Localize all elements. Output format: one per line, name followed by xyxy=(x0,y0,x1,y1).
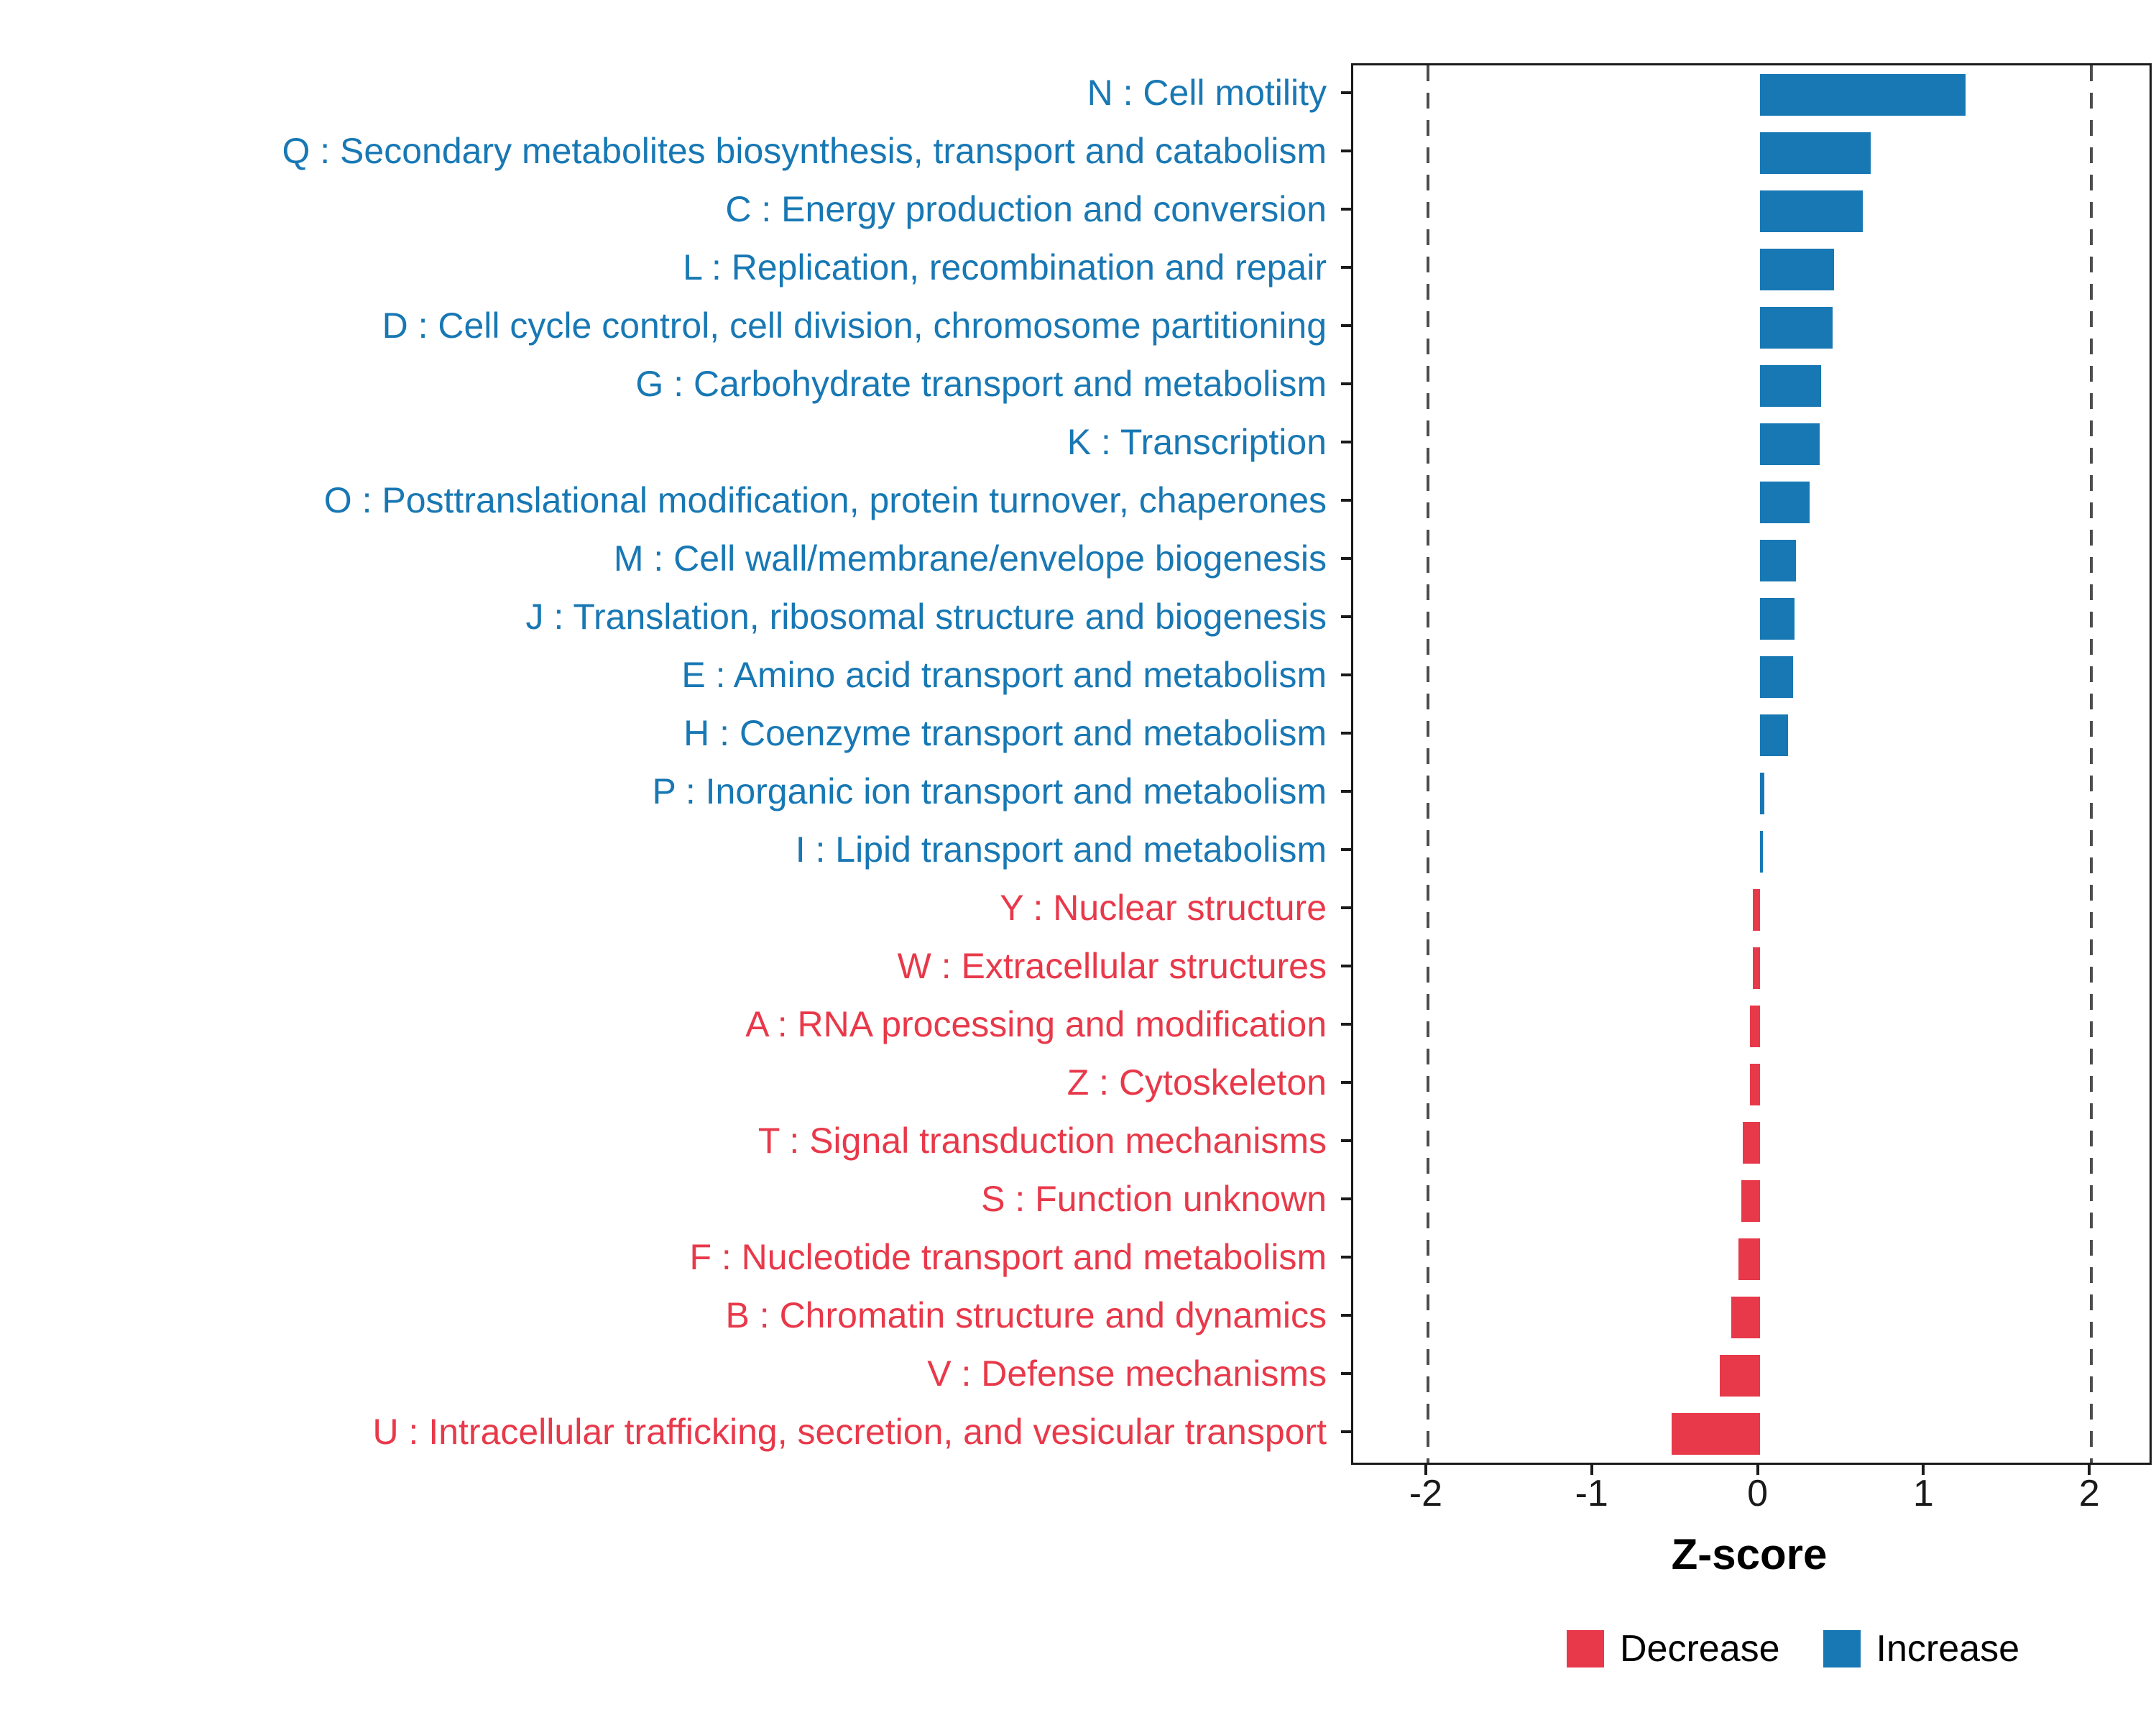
category-label: G : Carbohydrate transport and metabolis… xyxy=(635,363,1327,404)
y-tick xyxy=(1341,1022,1351,1026)
category-label: K : Transcription xyxy=(1067,421,1327,462)
bar xyxy=(1749,1005,1760,1047)
y-tick xyxy=(1341,1313,1351,1317)
category-label: V : Defense mechanisms xyxy=(927,1353,1327,1394)
bar xyxy=(1731,1296,1760,1338)
plot-panel xyxy=(1351,63,2152,1465)
bar xyxy=(1759,190,1863,232)
y-tick xyxy=(1341,498,1351,502)
category-label: W : Extracellular structures xyxy=(897,945,1327,986)
y-tick xyxy=(1341,265,1351,269)
y-tick xyxy=(1341,440,1351,443)
y-tick xyxy=(1341,1197,1351,1200)
bar xyxy=(1759,364,1821,407)
bar xyxy=(1741,1179,1760,1222)
legend-label-decrease: Decrease xyxy=(1619,1628,1780,1670)
category-label: O : Posttranslational modification, prot… xyxy=(323,479,1327,520)
x-tick-label: -1 xyxy=(1575,1473,1608,1514)
x-tick-label: -2 xyxy=(1409,1473,1442,1514)
y-tick xyxy=(1341,382,1351,385)
category-label: F : Nucleotide transport and metabolism xyxy=(689,1236,1327,1277)
x-tick xyxy=(1756,1465,1759,1475)
category-label: H : Coenzyme transport and metabolism xyxy=(683,712,1327,753)
legend-item-increase: Increase xyxy=(1823,1630,2019,1668)
legend: Decrease Increase xyxy=(1566,1628,2019,1670)
x-tick-label: 2 xyxy=(2078,1473,2100,1514)
bar xyxy=(1759,830,1764,873)
category-label: I : Lipid transport and metabolism xyxy=(795,829,1327,870)
y-tick xyxy=(1341,323,1351,327)
y-tick xyxy=(1341,1080,1351,1084)
bar xyxy=(1759,481,1810,523)
x-tick xyxy=(1922,1465,1925,1475)
category-label: Q : Secondary metabolites biosynthesis, … xyxy=(282,130,1327,171)
category-label: N : Cell motility xyxy=(1087,72,1327,113)
category-label: E : Amino acid transport and metabolism xyxy=(681,654,1327,695)
increase-swatch-icon xyxy=(1823,1630,1861,1668)
bar xyxy=(1753,888,1760,931)
legend-item-decrease: Decrease xyxy=(1566,1628,1780,1670)
bar xyxy=(1759,714,1788,756)
bar xyxy=(1672,1412,1760,1455)
y-tick xyxy=(1341,1138,1351,1142)
category-label: T : Signal transduction mechanisms xyxy=(757,1120,1327,1161)
y-tick xyxy=(1341,1371,1351,1375)
y-tick xyxy=(1341,207,1351,211)
x-tick xyxy=(2088,1465,2091,1475)
category-label: S : Function unknown xyxy=(981,1178,1327,1219)
y-tick xyxy=(1341,1430,1351,1433)
dashed-reference-line xyxy=(1426,65,1429,1463)
dashed-reference-line xyxy=(2090,65,2093,1463)
bar xyxy=(1720,1354,1760,1397)
y-tick xyxy=(1341,149,1351,152)
bar xyxy=(1759,656,1793,698)
bar xyxy=(1759,597,1795,640)
bar xyxy=(1743,1121,1760,1164)
category-label: Z : Cytoskeleton xyxy=(1067,1062,1327,1103)
y-tick xyxy=(1341,556,1351,560)
y-tick xyxy=(1341,731,1351,735)
y-tick xyxy=(1341,847,1351,851)
category-label: A : RNA processing and modification xyxy=(745,1003,1327,1044)
y-tick xyxy=(1341,964,1351,967)
y-tick xyxy=(1341,1255,1351,1259)
bar xyxy=(1759,306,1833,349)
bar xyxy=(1759,423,1820,465)
category-label: M : Cell wall/membrane/envelope biogenes… xyxy=(613,538,1327,579)
category-label: Y : Nuclear structure xyxy=(1000,887,1327,928)
decrease-swatch-icon xyxy=(1566,1630,1604,1668)
category-label: U : Intracellular trafficking, secretion… xyxy=(372,1411,1327,1452)
y-tick xyxy=(1341,789,1351,793)
category-label: J : Translation, ribosomal structure and… xyxy=(525,596,1327,637)
bar xyxy=(1749,1063,1760,1105)
category-label: D : Cell cycle control, cell division, c… xyxy=(382,305,1327,346)
bar xyxy=(1759,73,1966,116)
bar xyxy=(1759,772,1765,814)
x-axis-title: Z-score xyxy=(1671,1530,1828,1578)
category-label: B : Chromatin structure and dynamics xyxy=(725,1294,1327,1335)
category-label: L : Replication, recombination and repai… xyxy=(683,247,1327,288)
legend-label-increase: Increase xyxy=(1876,1628,2019,1670)
y-tick xyxy=(1341,91,1351,94)
x-tick xyxy=(1590,1465,1593,1475)
y-tick xyxy=(1341,906,1351,909)
y-tick xyxy=(1341,615,1351,618)
bar xyxy=(1759,248,1835,290)
y-tick xyxy=(1341,673,1351,676)
bar xyxy=(1759,539,1797,581)
x-tick-label: 0 xyxy=(1747,1473,1768,1514)
x-tick xyxy=(1424,1465,1427,1475)
category-label: P : Inorganic ion transport and metaboli… xyxy=(652,770,1327,811)
bar xyxy=(1759,132,1871,174)
category-label: C : Energy production and conversion xyxy=(725,188,1327,229)
bar xyxy=(1753,947,1760,989)
bar xyxy=(1738,1238,1760,1280)
x-tick-label: 1 xyxy=(1912,1473,1934,1514)
